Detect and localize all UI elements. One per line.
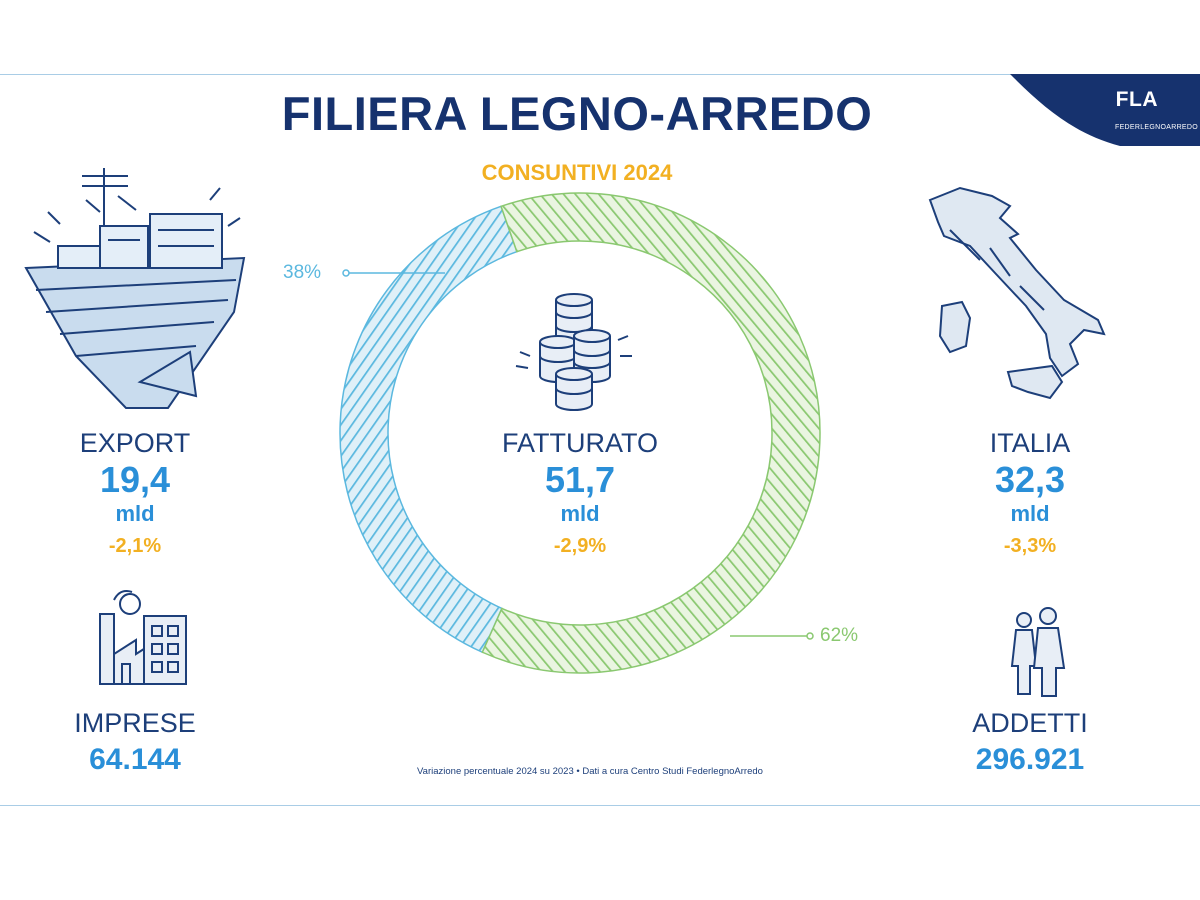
callout-lines — [342, 269, 814, 640]
logo-subtext: FEDERLEGNOARREDO — [1115, 124, 1198, 131]
imprese-label: IMPRESE — [74, 708, 196, 738]
fatturato-value: 51,7 — [544, 459, 616, 500]
slice-label-export: 38% — [283, 262, 322, 283]
italia-change: -3,3% — [1003, 535, 1057, 557]
fatturato-change: -2,9% — [553, 535, 607, 557]
italia-unit: mld — [1010, 501, 1050, 526]
logo-text: FLA — [1115, 88, 1158, 111]
addetti-block: ADDETTI 296.921 — [925, 708, 1135, 777]
slice-label-italia: 62% — [820, 625, 859, 646]
ring-slice-italia — [481, 192, 821, 674]
page-subtitle: CONSUNTIVI 2024 — [481, 160, 673, 185]
export-label: EXPORT — [79, 428, 191, 458]
addetti-label: ADDETTI — [972, 708, 1088, 738]
people-icon — [1010, 607, 1066, 697]
italy-map-icon — [928, 186, 1106, 400]
italia-label: ITALIA — [989, 428, 1071, 458]
export-change: -2,1% — [108, 535, 162, 557]
factory-icon — [99, 590, 187, 685]
ship-icon — [24, 168, 246, 409]
ring-slice-export — [339, 205, 518, 654]
export-unit: mld — [115, 501, 155, 526]
italia-value: 32,3 — [994, 459, 1066, 500]
imprese-block: IMPRESE 64.144 — [30, 708, 240, 777]
fatturato-label: FATTURATO — [501, 428, 658, 458]
logo-corner — [1000, 74, 1200, 146]
addetti-value: 296.921 — [975, 743, 1085, 776]
italia-block: ITALIA 32,3 mld -3,3% — [925, 428, 1135, 558]
imprese-value: 64.144 — [89, 743, 181, 776]
page-title: FILIERA LEGNO-ARREDO — [281, 87, 873, 140]
center-block: FATTURATO 51,7 mld -2,9% — [460, 428, 700, 558]
footnote: Variazione percentuale 2024 su 2023 • Da… — [417, 766, 763, 777]
export-value: 19,4 — [99, 459, 171, 500]
export-block: EXPORT 19,4 mld -2,1% — [30, 428, 240, 558]
fatturato-unit: mld — [560, 501, 600, 526]
coins-icon — [515, 293, 632, 411]
